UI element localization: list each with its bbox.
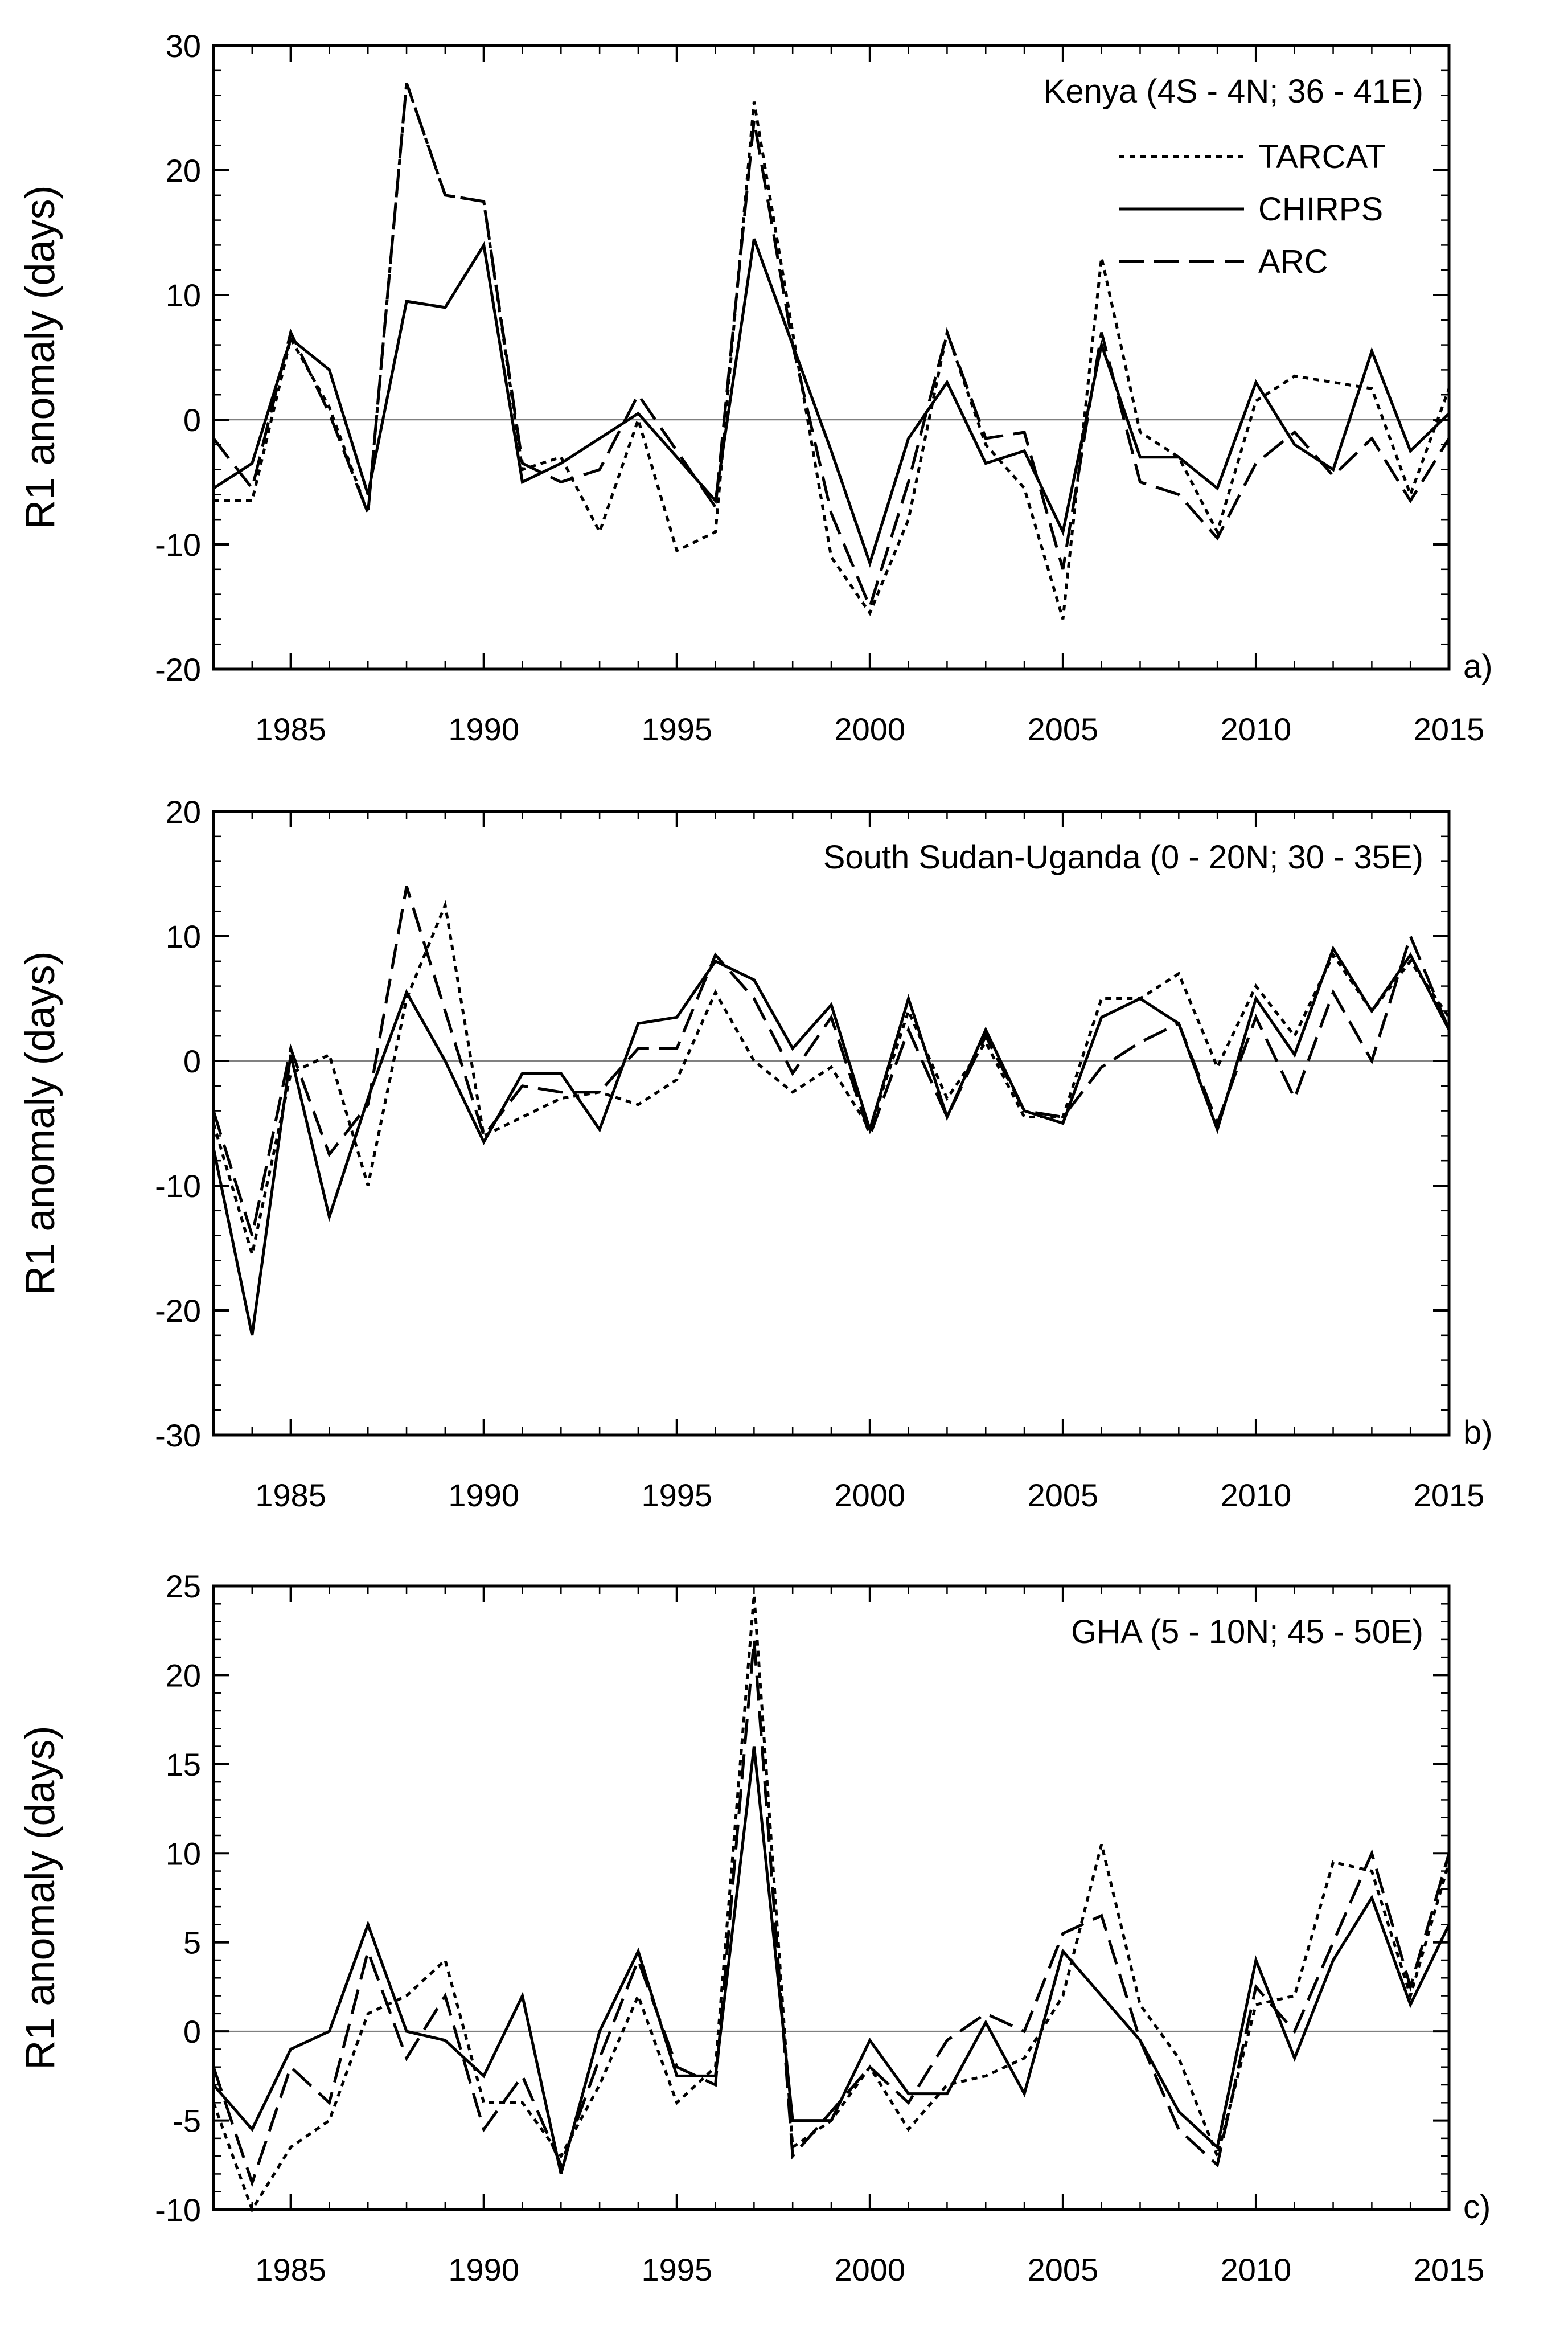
x-tick-label: 2000 (835, 711, 906, 747)
y-tick-label: -5 (173, 2103, 201, 2139)
y-tick-label: -20 (155, 1293, 201, 1329)
x-tick-label: 2005 (1028, 711, 1099, 747)
plot-frame (212, 810, 1451, 1437)
series-line-tarcat (212, 900, 1451, 1255)
y-tick-label: 25 (166, 1568, 201, 1604)
x-tick-label: 2005 (1028, 1477, 1099, 1513)
x-tick-label: 1995 (641, 711, 712, 747)
y-tick-label: -30 (155, 1417, 201, 1453)
x-tick-label: 1985 (255, 1477, 326, 1513)
series-line-arc (212, 886, 1451, 1236)
panel-label: c) (1463, 2188, 1491, 2226)
y-tick-label: -10 (155, 1168, 201, 1204)
x-tick-label: 2010 (1221, 2252, 1292, 2288)
series-line-arc (212, 1639, 1451, 2188)
legend-label: CHIRPS (1258, 191, 1383, 228)
x-tick-label: 2015 (1414, 2252, 1485, 2288)
x-tick-label: 1985 (255, 2252, 326, 2288)
plot-frame (212, 1584, 1451, 2211)
y-axis-label: R1 anomaly (days) (18, 185, 63, 529)
panel-annotation: South Sudan-Uganda (0 - 20N; 30 - 35E) (823, 839, 1423, 876)
y-tick-label: -20 (155, 651, 201, 687)
plot-frame (212, 44, 1451, 671)
y-tick-label: 0 (183, 402, 201, 438)
x-tick-label: 2000 (835, 2252, 906, 2288)
panel-c: 1985 1990 1995 2000 2005 2010 2015 -10 -5 0 5 10 15 2… (18, 1568, 1491, 2288)
x-tick-label: 2010 (1221, 1477, 1292, 1513)
y-tick-label: -10 (155, 527, 201, 563)
y-tick-label: -10 (155, 2192, 201, 2228)
y-tick-label: 10 (166, 1835, 201, 1871)
series-line-chirps (212, 1746, 1451, 2175)
panel-b: 1985 1990 1995 2000 2005 2010 2015 -30 -20 -10 0 10… (18, 794, 1493, 1513)
x-tick-label: 1990 (448, 711, 519, 747)
y-tick-label: 15 (166, 1747, 201, 1782)
x-tick-label: 2015 (1414, 711, 1485, 747)
y-tick-label: 5 (183, 1925, 201, 1961)
panel-label: a) (1463, 648, 1493, 685)
x-tick-label: 1995 (641, 2252, 712, 2288)
panel-label: b) (1463, 1414, 1493, 1451)
x-tick-label: 1985 (255, 711, 326, 747)
y-tick-label: 0 (183, 2014, 201, 2050)
panel-annotation: Kenya (4S - 4N; 36 - 41E) (1044, 73, 1423, 110)
y-tick-label: 30 (166, 28, 201, 64)
x-tick-label: 1995 (641, 1477, 712, 1513)
y-tick-label: 0 (183, 1043, 201, 1079)
series-line-chirps (212, 238, 1450, 568)
x-tick-label: 1990 (448, 2252, 519, 2288)
y-tick-label: 20 (166, 153, 201, 188)
panel-annotation: GHA (5 - 10N; 45 - 50E) (1071, 1613, 1423, 1650)
x-tick-label: 2015 (1414, 1477, 1485, 1513)
panel-a: 1985 1990 1995 2000 2005 2010 2015 -20 -10 0 10 20 3… (18, 28, 1493, 747)
legend-label: TARCAT (1258, 138, 1385, 175)
legend-label: ARC (1258, 243, 1328, 280)
y-axis-label: R1 anomaly (days) (18, 951, 63, 1295)
x-tick-label: 1990 (448, 1477, 519, 1513)
y-tick-label: 20 (166, 1657, 201, 1693)
y-tick-label: 10 (166, 277, 201, 313)
x-tick-label: 2000 (835, 1477, 906, 1513)
y-tick-label: 10 (166, 919, 201, 954)
series-line-arc (212, 82, 1451, 611)
x-tick-label: 2010 (1221, 711, 1292, 747)
series-line-chirps (212, 945, 1451, 1336)
x-tick-label: 2005 (1028, 2252, 1099, 2288)
y-tick-label: 20 (166, 794, 201, 830)
y-axis-label: R1 anomaly (days) (18, 1726, 63, 2069)
